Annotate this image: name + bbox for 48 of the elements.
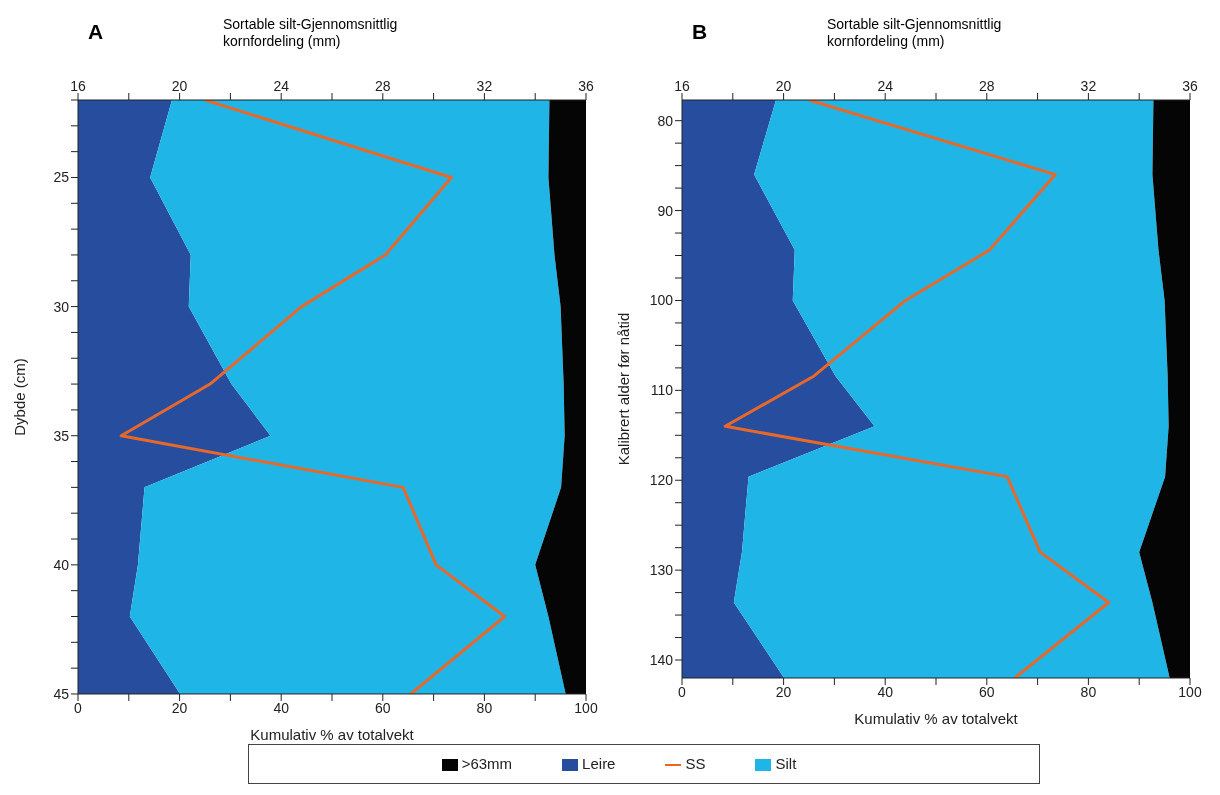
x-tick-label: 20	[775, 683, 792, 700]
x2-tick-label: 32	[1080, 78, 1097, 94]
x2-tick-label: 20	[775, 78, 792, 94]
x2-tick-label: 16	[674, 78, 690, 94]
x-axis-title: Kumulativ % av totalvekt	[250, 725, 415, 743]
x-tick-label: 80	[1080, 683, 1097, 700]
x2-tick-label: 24	[877, 78, 894, 94]
y-tick-label: 100	[649, 292, 674, 309]
x2-tick-label: 28	[375, 78, 391, 94]
x2-tick-label: 36	[1182, 78, 1198, 94]
x2-tick-label: 20	[171, 78, 188, 94]
legend-label: Leire	[582, 754, 616, 772]
x-tick-label: 100	[1178, 683, 1202, 700]
legend-label: SS	[685, 754, 706, 772]
x-tick-label: 60	[979, 683, 995, 700]
y-axis-title: Dybde (cm)	[11, 358, 29, 436]
y-tick-label: 45	[53, 685, 70, 702]
x2-axis-title: Sortable silt-Gjennomsnittlig kornfordeling (mm)	[223, 16, 399, 50]
chart-title: A	[88, 20, 104, 44]
x2-tick-label: 32	[476, 78, 493, 94]
x-tick-label: 40	[877, 683, 894, 700]
x-tick-label: 0	[74, 699, 83, 716]
chart-title: B	[692, 20, 708, 44]
x-axis-title: Kumulativ % av totalvekt	[854, 710, 1019, 727]
x2-axis-title: Sortable silt-Gjennomsnittlig kornfordeling (mm)	[827, 16, 1003, 50]
legend-label: Silt	[775, 754, 797, 772]
y-tick-label: 130	[649, 562, 674, 579]
y-tick-label: 110	[650, 382, 674, 399]
x-tick-label: 40	[273, 699, 290, 716]
legend-label: >63mm	[461, 754, 513, 772]
y-tick-label: 25	[53, 169, 70, 186]
x-tick-label: 0	[678, 683, 687, 700]
x-tick-label: 100	[574, 699, 598, 716]
x-tick-label: 20	[171, 699, 188, 716]
x2-tick-label: 36	[578, 78, 594, 94]
y-tick-label: 30	[53, 298, 70, 315]
y-tick-label: 80	[657, 112, 674, 129]
x-tick-label: 80	[476, 699, 493, 716]
y-tick-label: 90	[657, 202, 674, 219]
y-tick-label: 40	[53, 556, 70, 573]
x2-tick-label: 24	[273, 78, 290, 94]
y-axis-title: Kalibrert alder før nåtid	[615, 312, 633, 466]
x2-tick-label: 16	[70, 78, 86, 94]
x2-tick-label: 28	[979, 78, 995, 94]
y-tick-label: 120	[649, 472, 674, 489]
x-tick-label: 60	[375, 699, 391, 716]
y-tick-label: 35	[53, 427, 70, 444]
y-tick-label: 140	[649, 651, 674, 668]
